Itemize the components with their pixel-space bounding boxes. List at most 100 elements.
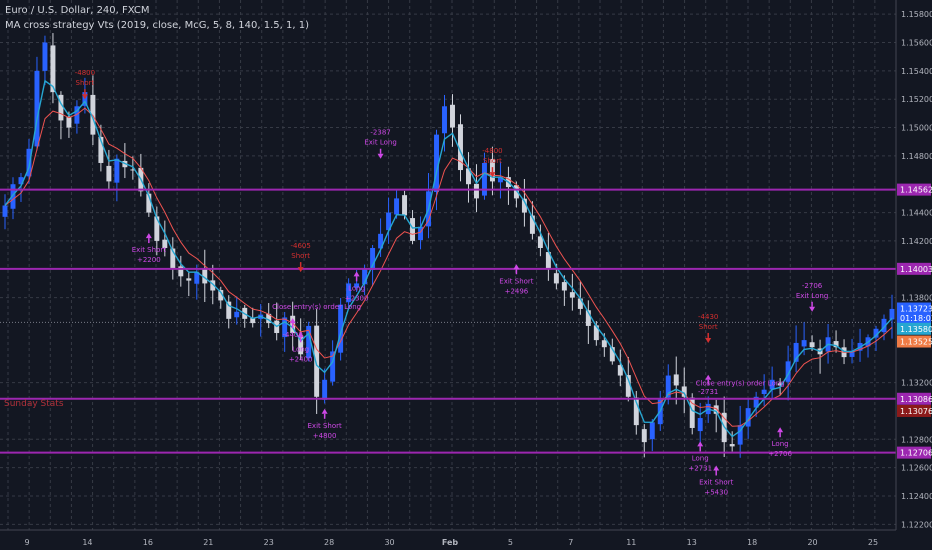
strategy-label[interactable]: MA cross strategy Vts (2019, close, McG,… — [5, 20, 309, 31]
signal-label: Long — [348, 284, 365, 292]
candle-body — [66, 116, 72, 128]
signal-label: -4800 — [482, 147, 502, 155]
candle-body — [609, 347, 615, 362]
candle-body — [713, 405, 719, 414]
candle-body — [641, 429, 647, 443]
candle-body — [146, 193, 152, 213]
candle-body — [585, 310, 591, 326]
signal-arrow-up — [353, 271, 360, 277]
candle-body — [90, 94, 96, 135]
price-tag-bg — [897, 302, 931, 315]
candle-body — [889, 308, 895, 320]
y-tick-label: 1.13800 — [901, 294, 932, 303]
candle-body — [769, 379, 775, 390]
candle-body — [194, 272, 200, 284]
candle-body — [378, 233, 384, 249]
signal-label: Short — [483, 157, 502, 165]
candle-body — [458, 124, 463, 171]
candle-body — [234, 311, 240, 318]
candle-body — [170, 248, 176, 270]
time-axis-background — [0, 530, 896, 550]
candle-body — [250, 318, 256, 324]
signal-label: Exit Short — [699, 478, 734, 486]
price-tag: 1.13723 — [897, 302, 932, 315]
y-tick-label: 1.14200 — [901, 237, 932, 246]
candle-body — [553, 273, 559, 284]
candle-body — [98, 136, 104, 163]
signal-marker: -2387 Exit Long — [364, 129, 397, 159]
ma-fast-line — [4, 79, 893, 438]
price-tag: 1.13076 — [897, 404, 932, 417]
candle-body — [681, 386, 687, 397]
price-tag-label: 1.13086 — [900, 395, 932, 404]
signal-marker: Exit Short +2496 — [499, 264, 534, 295]
candle-body — [226, 301, 232, 319]
y-tick-label: 1.15800 — [901, 10, 932, 19]
price-tag-bg — [897, 183, 931, 196]
signal-label: +2400 — [289, 355, 313, 363]
candle-body — [394, 198, 400, 215]
candle-body — [370, 247, 376, 270]
price-tag-label: 1.14562 — [900, 186, 932, 195]
candle-body — [537, 236, 543, 248]
candle-body — [793, 342, 799, 362]
level-price-tag: 1.13086 — [897, 392, 932, 405]
signal-marker: -4800 Short — [75, 69, 95, 100]
candle-body — [729, 444, 735, 447]
x-tick-label: 13 — [687, 538, 697, 547]
candle-body — [418, 226, 424, 241]
price-scale: 1.15800 1.15600 1.15400 1.15200 1.15000 1.148… — [895, 0, 932, 550]
candle-body — [697, 418, 703, 432]
signal-label: Short — [76, 79, 95, 87]
signal-arrow-down — [809, 306, 816, 312]
level-price-tag: 1.14003 — [897, 262, 932, 275]
signal-marker: -4800 Short — [482, 147, 503, 178]
candle-body — [833, 341, 839, 348]
candle-body — [569, 292, 575, 298]
signal-label: Long — [772, 440, 789, 448]
x-tick-label: 7 — [568, 538, 573, 547]
candle-body — [346, 283, 352, 303]
price-tag-label: 1.13580 — [900, 325, 932, 334]
candle-body — [58, 94, 64, 121]
candle-body — [162, 239, 168, 248]
candle-body — [106, 165, 112, 182]
signal-marker: -4430 Short — [698, 313, 718, 343]
candle-body — [561, 282, 567, 291]
x-tick-label: 14 — [82, 538, 92, 547]
candle-body — [410, 218, 416, 241]
signal-arrow-down — [81, 94, 88, 100]
x-tick-label: 23 — [264, 538, 274, 547]
signal-label: -4430 — [698, 313, 718, 321]
price-tag-label: 1.14003 — [900, 265, 932, 274]
signal-label: -4400 — [283, 331, 303, 339]
price-tag-bg — [897, 262, 931, 275]
candle-body — [18, 177, 24, 185]
signal-label: +2200 — [137, 256, 161, 264]
candle-body — [521, 198, 527, 213]
x-tick-label: 5 — [508, 538, 513, 547]
signal-marker: -2706 Exit Long — [796, 282, 828, 312]
signal-marker: Long +2400 — [289, 332, 313, 363]
signal-arrow-up — [297, 332, 304, 338]
candle-body — [218, 290, 224, 301]
candle-body — [529, 215, 535, 234]
signal-marker: Close entry(s) order Long — [696, 379, 785, 387]
y-tick-label: 1.15000 — [901, 124, 932, 133]
candle-body — [306, 325, 312, 359]
candle-body — [745, 408, 751, 427]
candle-body — [881, 318, 887, 333]
candle-body — [545, 252, 551, 270]
price-tag-bg — [897, 312, 931, 325]
y-tick-label: 1.12600 — [901, 464, 932, 473]
candle-body — [601, 340, 607, 348]
candle-body — [466, 168, 471, 185]
candle-body — [282, 317, 288, 338]
signal-arrow-up — [777, 427, 784, 433]
x-tick-label: 9 — [24, 538, 29, 547]
price-tag-label: 01:18:02 — [900, 314, 932, 323]
x-tick-label: 18 — [747, 538, 757, 547]
signal-marker: Close entry(s) order Long — [272, 303, 361, 311]
